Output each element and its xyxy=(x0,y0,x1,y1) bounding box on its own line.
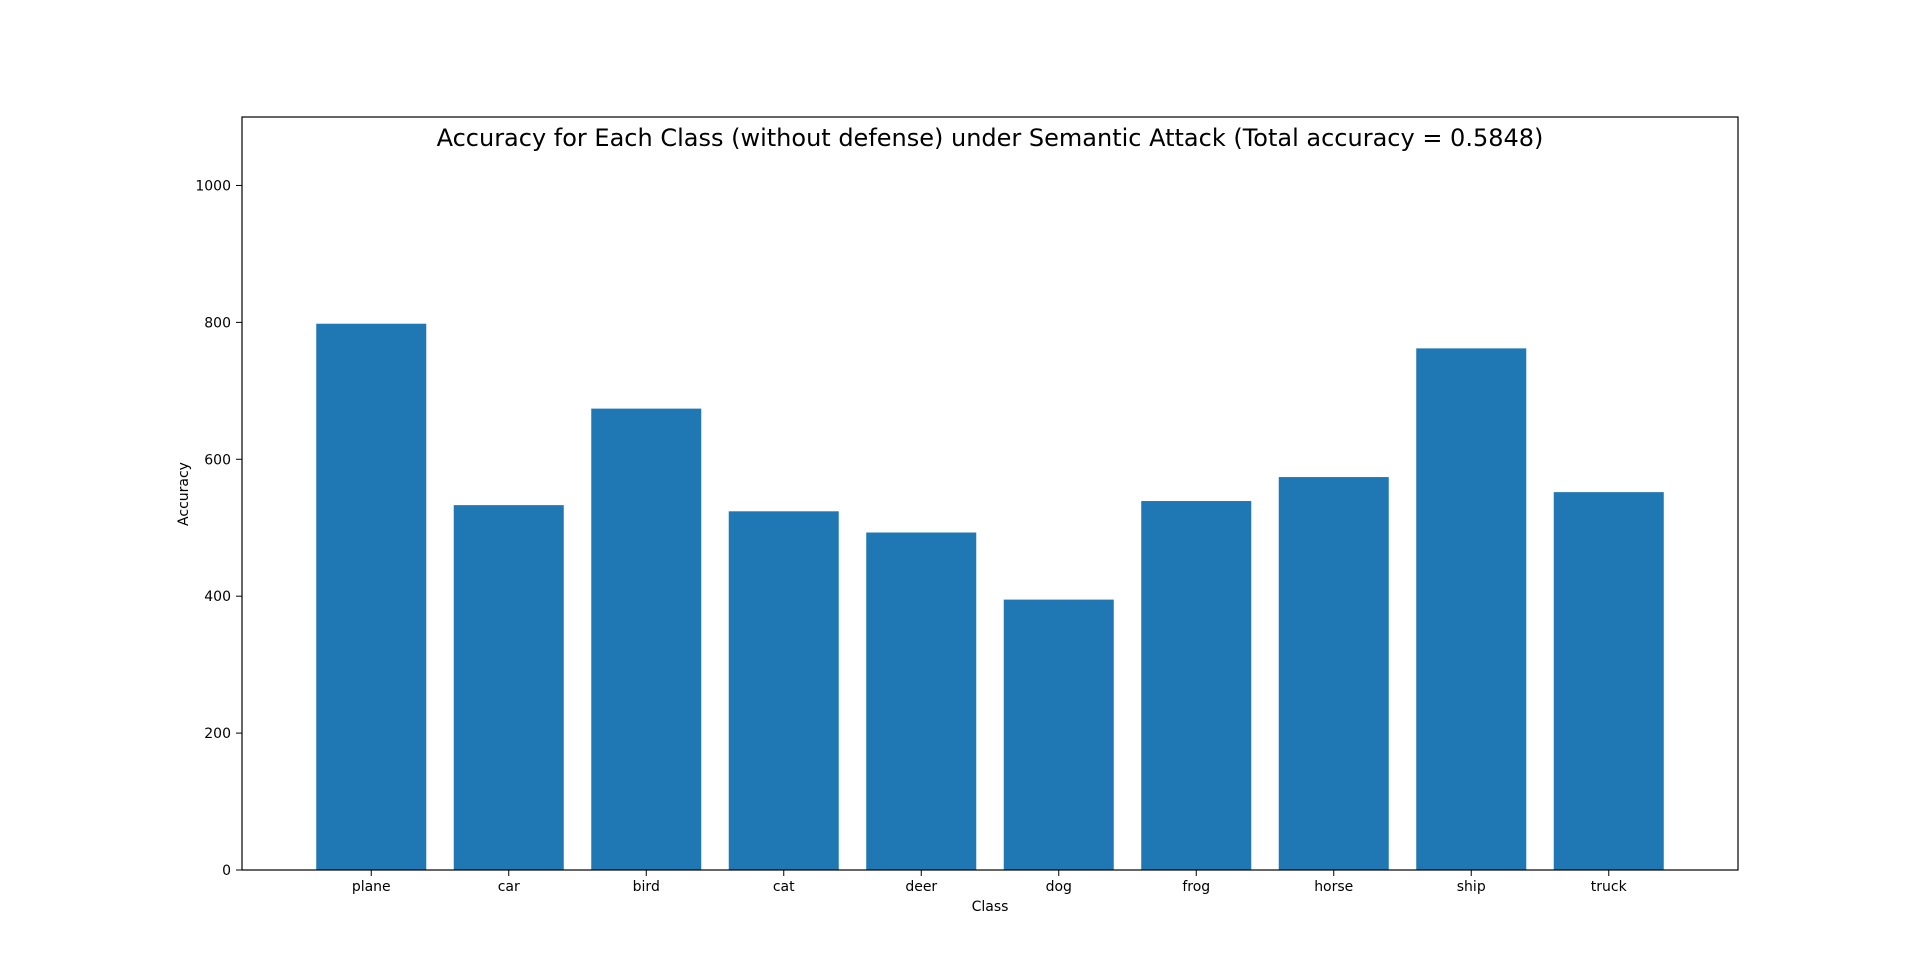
bar-cat xyxy=(728,511,839,870)
bars-layer xyxy=(316,323,1664,871)
chart-title: Accuracy for Each Class (without defense… xyxy=(437,124,1544,152)
x-tick-label-dog: dog xyxy=(1046,879,1072,895)
bar-car xyxy=(453,505,564,870)
bar-ship xyxy=(1416,348,1527,871)
x-tick-label-frog: frog xyxy=(1182,879,1210,895)
x-tick-label-cat: cat xyxy=(773,879,795,895)
y-tick-label-200: 200 xyxy=(204,726,231,742)
bar-horse xyxy=(1278,477,1389,870)
y-tick-label-400: 400 xyxy=(204,589,231,605)
plot-frame xyxy=(241,116,1739,871)
y-tick-label-0: 0 xyxy=(222,863,231,879)
y-axis: 0 200 400 600 800 1000 xyxy=(195,178,242,879)
y-axis-label: Accuracy xyxy=(176,462,192,526)
bar-bird xyxy=(591,408,702,870)
x-tick-label-truck: truck xyxy=(1591,879,1628,895)
x-tick-label-bird: bird xyxy=(633,879,660,895)
y-tick-label-600: 600 xyxy=(204,452,231,468)
x-axis-label: Class xyxy=(972,899,1009,915)
x-tick-label-horse: horse xyxy=(1314,879,1353,895)
y-tick-label-1000: 1000 xyxy=(195,178,231,194)
bar-dog xyxy=(1003,599,1114,870)
x-axis: plane car bird cat deer dog frog horse ship truck xyxy=(352,870,1628,895)
x-tick-label-plane: plane xyxy=(352,879,391,895)
x-tick-label-deer: deer xyxy=(905,879,937,895)
bar-frog xyxy=(1141,501,1252,870)
bar-plane xyxy=(316,323,427,870)
bar-truck xyxy=(1553,492,1664,870)
x-tick-label-ship: ship xyxy=(1457,879,1486,895)
bar-deer xyxy=(866,532,977,870)
y-tick-label-800: 800 xyxy=(204,315,231,331)
x-tick-label-car: car xyxy=(498,879,520,895)
